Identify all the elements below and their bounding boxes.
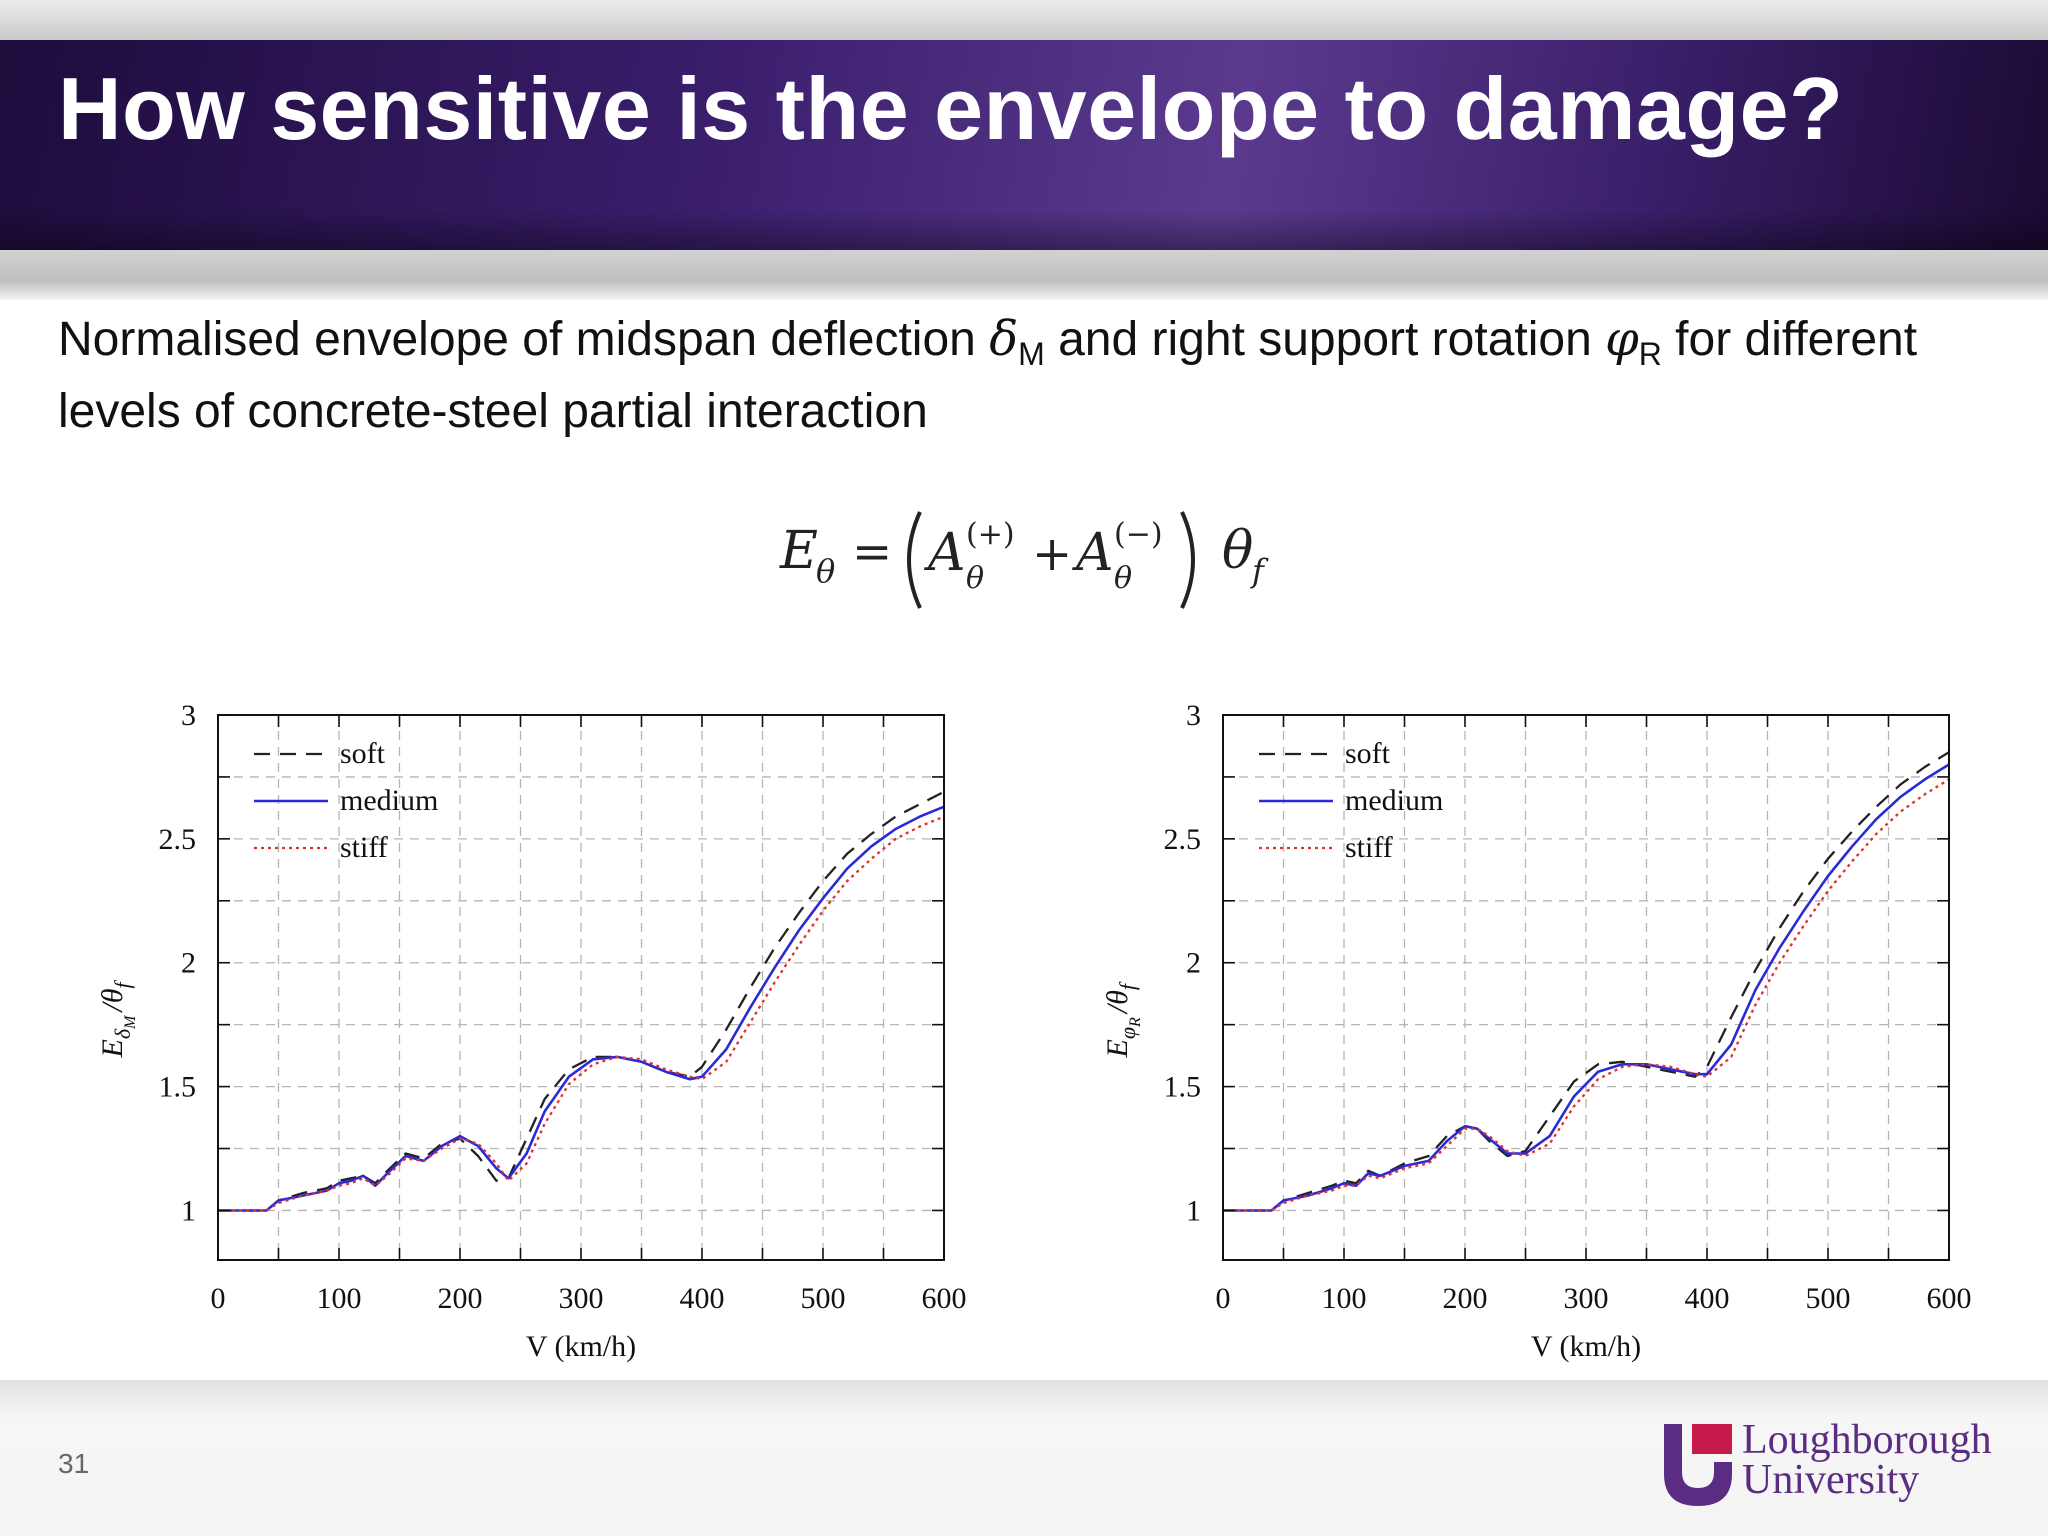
eq-factor: θ	[1222, 521, 1253, 581]
delta-symbol: δ	[989, 311, 1019, 367]
eq-term1-sup: (+)	[966, 517, 1015, 552]
x-tick-label: 500	[801, 1282, 846, 1315]
title-underband	[0, 250, 2048, 300]
y-tick-label: 2.5	[1164, 823, 1202, 856]
x-tick-label: 600	[922, 1282, 967, 1315]
y-label-sub: δ	[110, 1028, 135, 1039]
delta-subscript: M	[1018, 336, 1045, 372]
series-line-stiff	[1223, 778, 1950, 1212]
legend-label-medium: medium	[340, 784, 438, 817]
series-line-medium	[218, 805, 945, 1212]
series-line-soft	[1223, 751, 1950, 1212]
chart-svg-midspan: 0 100 200 300 400 500 600 1 1.5 2 2.5 3 V (km/h) EδM/…	[96, 699, 967, 1363]
university-logo-mark	[1664, 1424, 1732, 1506]
y-tick-label: 3	[181, 699, 196, 732]
y-label-rest: /θ	[1101, 990, 1134, 1015]
y-label-main: E	[1101, 1039, 1134, 1058]
series-line-soft	[218, 790, 945, 1212]
y-axis-label: EφR/θf	[1101, 981, 1144, 1058]
y-tick-label: 2.5	[159, 823, 197, 856]
y-label-sub: φ	[1115, 1027, 1140, 1039]
x-tick-label: 200	[1443, 1282, 1488, 1315]
eq-factor-sub: f	[1250, 552, 1269, 590]
subtitle-text-1: Normalised envelope of midspan deflectio…	[58, 313, 990, 366]
x-axis-label: V (km/h)	[526, 1330, 636, 1363]
y-label-rest-sub: f	[110, 980, 135, 989]
legend-label-medium: medium	[1345, 784, 1443, 817]
y-label-subsub: R	[1127, 1017, 1144, 1028]
y-label-rest: /θ	[96, 988, 129, 1013]
y-tick-label: 2	[1186, 947, 1201, 980]
y-tick-label: 1	[181, 1194, 196, 1227]
subtitle-text-2: and right support rotation	[1044, 313, 1606, 366]
chart-0-group: 0 100 200 300 400 500 600 1 1.5 2 2.5 3 V (km/h) EδM/…	[96, 699, 967, 1363]
x-tick-label: 0	[211, 1282, 226, 1315]
eq-lhs-sub: θ	[816, 552, 835, 590]
eq-plus: +	[1032, 526, 1072, 582]
eq-term2: A	[1072, 523, 1114, 583]
eq-term2-sub: θ	[1114, 561, 1132, 596]
y-tick-label: 1.5	[159, 1071, 197, 1104]
legend-label-soft: soft	[340, 737, 386, 770]
x-tick-label: 400	[1685, 1282, 1730, 1315]
chart-support-rotation: 0 100 200 300 400 500 600 1 1.5 2 2.5 3 V (km/h) EφR/…	[1085, 695, 1985, 1375]
x-tick-label: 600	[1927, 1282, 1972, 1315]
y-label-subsub: M	[122, 1014, 139, 1030]
x-tick-label: 300	[1564, 1282, 1609, 1315]
y-tick-label: 1.5	[1164, 1071, 1202, 1104]
envelope-equation: E θ = A (+) θ + A (−) θ θ f	[770, 500, 1290, 620]
top-band	[0, 0, 2048, 40]
chart-legend: soft medium stiff	[1259, 737, 1443, 864]
slide-subtitle: Normalised envelope of midspan deflectio…	[58, 310, 1958, 441]
eq-equals: =	[852, 524, 892, 580]
y-tick-label: 1	[1186, 1194, 1201, 1227]
phi-subscript: R	[1638, 336, 1662, 372]
x-tick-label: 100	[317, 1282, 362, 1315]
phi-symbol: φ	[1605, 311, 1639, 367]
y-tick-label: 3	[1186, 699, 1201, 732]
x-tick-label: 0	[1216, 1282, 1231, 1315]
x-tick-label: 100	[1322, 1282, 1367, 1315]
legend-label-stiff: stiff	[1345, 831, 1393, 864]
y-tick-label: 2	[181, 947, 196, 980]
x-axis-label: V (km/h)	[1531, 1330, 1641, 1363]
subtitle-text-3: for different levels of concrete-steel p…	[58, 313, 1918, 438]
equation-svg: E θ = A (+) θ + A (−) θ θ f	[779, 511, 1269, 609]
y-axis-label: EδM/θf	[96, 980, 139, 1059]
eq-term1-sub: θ	[966, 561, 984, 596]
title-bar	[0, 40, 2048, 250]
x-tick-label: 400	[680, 1282, 725, 1315]
y-label-main: E	[96, 1039, 129, 1058]
university-logo-text: Loughborough University	[1742, 1417, 1992, 1503]
chart-legend: soft medium stiff	[254, 737, 438, 864]
eq-term2-sup: (−)	[1114, 517, 1163, 552]
legend-label-stiff: stiff	[340, 831, 388, 864]
footer-band	[0, 1380, 2048, 1536]
x-tick-label: 300	[559, 1282, 604, 1315]
eq-term1: A	[924, 523, 966, 583]
chart-midspan-deflection: 0 100 200 300 400 500 600 1 1.5 2 2.5 3 V (km/h) EδM/…	[80, 695, 980, 1375]
x-tick-label: 200	[438, 1282, 483, 1315]
x-tick-label: 500	[1806, 1282, 1851, 1315]
eq-right-paren	[1180, 511, 1195, 609]
page-number: 31	[58, 1448, 90, 1479]
y-label-rest-sub: f	[1115, 981, 1140, 990]
eq-left-paren	[907, 511, 922, 609]
logo-line-2: University	[1742, 1457, 1920, 1503]
eq-lhs: E	[779, 521, 818, 581]
series-line-stiff	[218, 815, 945, 1212]
slide-title: How sensitive is the envelope to damage?	[58, 59, 1844, 158]
logo-line-1: Loughborough	[1742, 1417, 1992, 1463]
legend-label-soft: soft	[1345, 737, 1391, 770]
university-logo: Loughborough University	[1662, 1417, 2022, 1510]
